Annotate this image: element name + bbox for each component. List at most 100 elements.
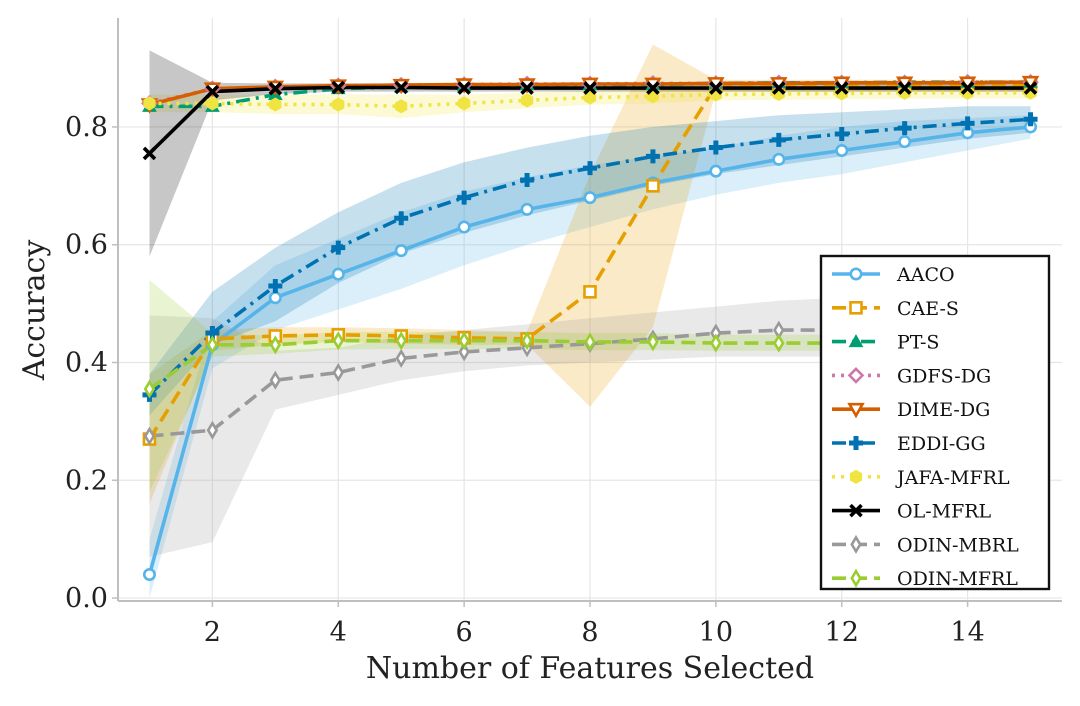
x-axis-label: Number of Features Selected — [366, 651, 814, 686]
point-eddi-gg — [708, 140, 723, 155]
line-jafa-mfrl — [149, 91, 1031, 109]
legend-marker-cae-s — [849, 300, 863, 315]
point-aaco — [268, 291, 282, 305]
point-ol-mfrl — [142, 146, 157, 161]
point-jafa-mfrl — [395, 99, 408, 114]
point-eddi-gg — [771, 132, 786, 147]
axis-ticks: 2 4 6 8 10 12 14 0.0 0.2 0.4 0.6 0.8 — [65, 112, 985, 648]
legend: AACO CAE-S PT-S GDFS-DG DIME-DG EDDI-GG JAFA-M… — [819, 254, 1051, 590]
legend-marker-aaco — [849, 267, 863, 281]
point-aaco — [142, 567, 156, 581]
point-eddi-gg — [960, 116, 975, 131]
band-cae-s — [149, 44, 1031, 504]
point-ol-mfrl — [457, 81, 471, 95]
point-aaco — [772, 152, 786, 166]
band-aaco — [149, 115, 1031, 599]
legend-entry-odin-mfrl: ODIN-MFRL — [832, 568, 1018, 590]
x-tick-label: 4 — [330, 617, 347, 648]
point-ol-mfrl — [205, 84, 220, 99]
point-odin-mfrl — [584, 332, 596, 352]
legend-entry-jafa-mfrl: JAFA-MFRL — [832, 467, 1010, 489]
point-jafa-mfrl — [143, 96, 156, 111]
legend-marker-ol-mfrl — [849, 503, 863, 518]
point-aaco — [331, 267, 345, 281]
point-aaco — [709, 164, 723, 178]
point-eddi-gg — [834, 127, 849, 142]
point-aaco — [898, 135, 912, 149]
point-odin-mbrl — [395, 348, 407, 368]
point-cae-s — [646, 179, 660, 193]
point-ol-mfrl — [583, 81, 597, 95]
point-aaco — [457, 220, 471, 234]
x-tick-label: 2 — [204, 617, 221, 648]
legend-marker-dime-dg — [847, 402, 865, 419]
x-tick-label: 10 — [699, 617, 733, 648]
y-tick-label: 0.0 — [65, 583, 108, 614]
x-tick-label: 8 — [581, 617, 598, 648]
point-ol-mfrl — [520, 81, 534, 95]
point-odin-mfrl — [206, 335, 219, 355]
point-odin-mfrl — [332, 331, 344, 351]
point-ol-mfrl — [772, 81, 786, 95]
point-eddi-gg — [645, 149, 660, 164]
point-eddi-gg — [394, 211, 409, 226]
point-jafa-mfrl — [520, 93, 534, 108]
series-markers — [140, 73, 1040, 581]
point-ol-mfrl — [897, 81, 912, 95]
point-odin-mfrl — [143, 379, 156, 399]
legend-entry-ol-mfrl: OL-MFRL — [832, 501, 992, 523]
legend-entry-gdfs-dg: GDFS-DG — [832, 365, 991, 387]
point-eddi-gg — [331, 240, 346, 255]
point-aaco — [394, 244, 408, 258]
point-odin-mfrl — [773, 333, 785, 353]
legend-marker-eddi-gg — [849, 436, 863, 450]
point-odin-mbrl — [143, 426, 156, 446]
point-ol-mfrl — [1023, 81, 1038, 95]
legend-label-dime-dg: DIME-DG — [897, 399, 990, 421]
point-eddi-gg — [457, 190, 472, 205]
band-odin-mbrl — [149, 291, 1031, 557]
point-ol-mfrl — [646, 81, 660, 95]
point-odin-mbrl — [206, 420, 219, 440]
y-axis-label: Accuracy — [17, 240, 52, 382]
markers-ol-mfrl — [142, 80, 1038, 161]
point-odin-mfrl — [458, 331, 470, 351]
point-aaco — [520, 202, 534, 216]
point-cae-s — [583, 285, 597, 299]
point-eddi-gg — [1023, 112, 1038, 127]
point-jafa-mfrl — [332, 97, 345, 112]
point-eddi-gg — [520, 172, 535, 187]
legend-label-jafa-mfrl: JAFA-MFRL — [895, 467, 1010, 489]
point-odin-mbrl — [269, 370, 282, 390]
legend-entry-odin-mbrl: ODIN-MBRL — [832, 534, 1019, 556]
point-ol-mfrl — [268, 81, 283, 96]
point-jafa-mfrl — [206, 96, 219, 111]
legend-marker-odin-mbrl — [850, 534, 862, 554]
legend-label-gdfs-dg: GDFS-DG — [897, 365, 991, 387]
legend-entry-cae-s: CAE-S — [832, 298, 959, 320]
markers-eddi-gg — [142, 112, 1038, 402]
point-odin-mfrl — [710, 333, 722, 353]
point-jafa-mfrl — [583, 90, 597, 105]
point-ol-mfrl — [709, 81, 723, 95]
point-odin-mbrl — [458, 342, 470, 362]
point-aaco — [835, 144, 849, 158]
legend-marker-jafa-mfrl — [849, 469, 863, 484]
point-jafa-mfrl — [458, 96, 471, 111]
point-aaco — [583, 191, 597, 205]
y-tick-label: 0.6 — [65, 230, 108, 261]
point-ol-mfrl — [331, 80, 346, 95]
x-tick-label: 6 — [456, 617, 473, 648]
point-odin-mfrl — [647, 332, 659, 352]
legend-label-aaco: AACO — [896, 264, 955, 286]
y-tick-label: 0.4 — [65, 348, 108, 379]
point-ol-mfrl — [960, 81, 975, 95]
point-ol-mfrl — [834, 81, 849, 95]
band-odin-mfrl — [149, 280, 1031, 493]
legend-label-odin-mbrl: ODIN-MBRL — [897, 534, 1019, 556]
x-tick-label: 14 — [950, 617, 984, 648]
legend-label-pt-s: PT-S — [897, 332, 939, 354]
legend-marker-gdfs-dg — [847, 367, 865, 384]
legend-marker-pt-s — [848, 334, 864, 348]
